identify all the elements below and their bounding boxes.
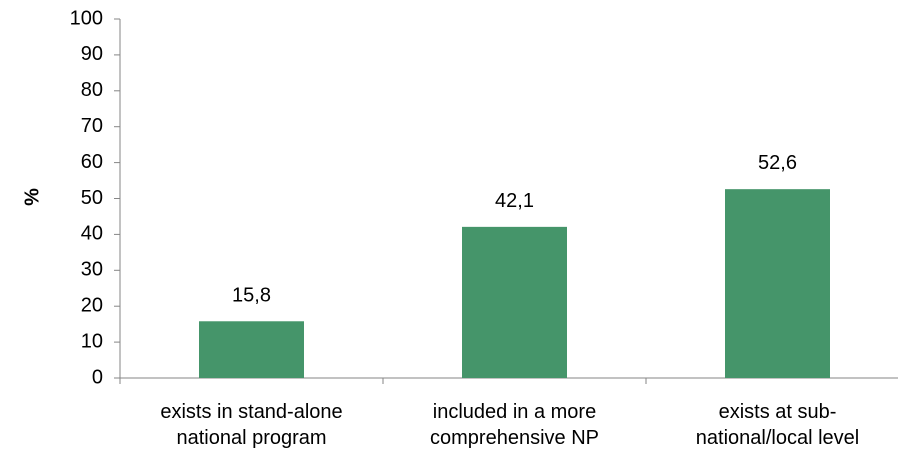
x-tick-label-line: national/local level xyxy=(696,427,859,449)
x-tick-label: exists in stand-alone national program xyxy=(160,401,342,449)
bar xyxy=(199,321,304,378)
x-tick-label: included in a more comprehensive NP xyxy=(430,401,599,449)
y-tick-label: 0 xyxy=(92,366,103,388)
bar-value-label: 42,1 xyxy=(495,190,534,212)
x-tick-label-line: exists at sub- xyxy=(719,401,837,423)
y-tick-label: 20 xyxy=(81,294,103,316)
x-tick-label-line: national program xyxy=(176,427,326,449)
data-labels: 15,8 42,1 52,6 xyxy=(232,152,797,306)
y-tick-label: 10 xyxy=(81,330,103,352)
x-tick-label-line: comprehensive NP xyxy=(430,427,599,449)
y-tick-label: 90 xyxy=(81,43,103,65)
y-tick-label: 40 xyxy=(81,223,103,245)
bar xyxy=(725,189,830,378)
bar-value-label: 15,8 xyxy=(232,284,271,306)
x-tick-label: exists at sub-national/local level xyxy=(696,401,859,449)
x-tick-label-line: included in a more xyxy=(433,401,596,423)
y-tick-label: 80 xyxy=(81,79,103,101)
y-axis: 0 10 20 30 40 50 60 70 80 90 100 xyxy=(70,7,121,388)
bars xyxy=(199,189,830,378)
y-tick-label: 60 xyxy=(81,151,103,173)
y-axis-title: % xyxy=(21,188,43,206)
y-tick-label: 70 xyxy=(81,115,103,137)
y-tick-label: 100 xyxy=(70,7,103,29)
bar xyxy=(462,226,567,378)
bar-value-label: 52,6 xyxy=(758,152,797,174)
x-tick-label-line: exists in stand-alone xyxy=(160,401,342,423)
y-tick-label: 50 xyxy=(81,187,103,209)
y-tick-label: 30 xyxy=(81,259,103,281)
x-axis: exists in stand-alone national program inc… xyxy=(119,377,898,449)
